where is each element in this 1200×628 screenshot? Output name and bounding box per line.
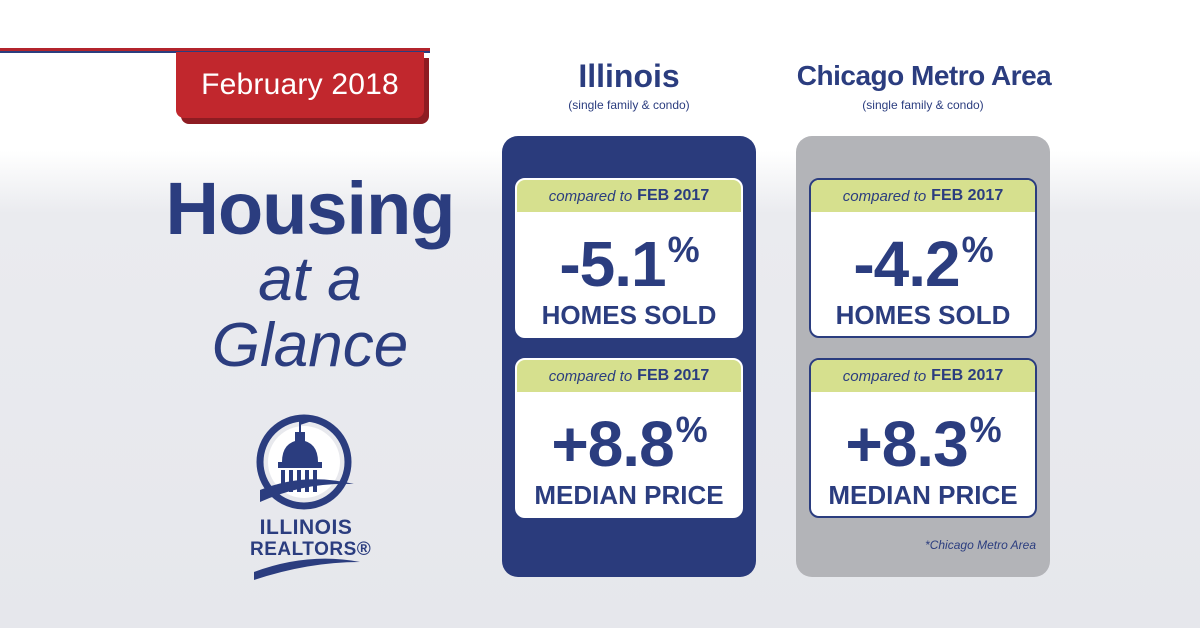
illinois-realtors-logo-icon xyxy=(254,414,360,580)
comparison-banner: compared to FEB 2017 xyxy=(517,180,741,212)
comparison-prefix: compared to xyxy=(842,187,927,205)
chicago-panel: compared to FEB 2017 -4.2% HOMES SOLD co… xyxy=(796,136,1050,577)
comparison-period: FEB 2017 xyxy=(931,367,1004,384)
region-subtitle-chicago: (single family & condo) xyxy=(862,98,984,112)
region-title-chicago: Chicago Metro Area xyxy=(796,60,1052,91)
month-tab: February 2018 xyxy=(176,52,424,118)
metric-label: MEDIAN PRICE xyxy=(534,480,724,510)
illinois-homes-sold-card: compared to FEB 2017 -5.1% HOMES SOLD xyxy=(515,178,743,338)
hero-line-glance: Glance xyxy=(211,311,409,380)
chicago-footnote: *Chicago Metro Area xyxy=(925,538,1036,552)
change-value: -4.2% xyxy=(811,218,1035,296)
percent-sign: % xyxy=(667,229,700,270)
logo-text-illinois: ILLINOIS xyxy=(259,516,353,539)
metric-label: HOMES SOLD xyxy=(835,300,1011,330)
region-subtitle-illinois: (single family & condo) xyxy=(568,98,690,112)
change-number: +8.3 xyxy=(845,408,968,480)
comparison-banner: compared to FEB 2017 xyxy=(517,360,741,392)
comparison-period: FEB 2017 xyxy=(931,187,1004,204)
change-number: +8.8 xyxy=(551,408,674,480)
illinois-median-price-card: compared to FEB 2017 +8.8% MEDIAN PRICE xyxy=(515,358,743,518)
percent-sign: % xyxy=(675,409,708,450)
percent-sign: % xyxy=(961,229,994,270)
metric-label: MEDIAN PRICE xyxy=(828,480,1018,510)
top-rule-red xyxy=(0,48,430,51)
change-value: +8.3% xyxy=(811,398,1035,476)
comparison-period: FEB 2017 xyxy=(637,367,710,384)
metric-label: HOMES SOLD xyxy=(541,300,717,330)
month-label: February 2018 xyxy=(201,68,399,101)
percent-sign: % xyxy=(969,409,1002,450)
hero-line-housing: Housing xyxy=(165,167,456,250)
comparison-banner: compared to FEB 2017 xyxy=(811,360,1035,392)
change-value: -5.1% xyxy=(517,218,741,296)
hero-title: Housing at a Glance xyxy=(130,170,490,380)
comparison-prefix: compared to xyxy=(842,367,927,385)
region-title-illinois: Illinois xyxy=(578,58,680,94)
comparison-prefix: compared to xyxy=(548,187,633,205)
change-number: -5.1 xyxy=(559,228,666,300)
comparison-prefix: compared to xyxy=(548,367,633,385)
hero-line-at-a: at a xyxy=(258,245,362,314)
comparison-banner: compared to FEB 2017 xyxy=(811,180,1035,212)
chicago-homes-sold-card: compared to FEB 2017 -4.2% HOMES SOLD xyxy=(809,178,1037,338)
change-number: -4.2 xyxy=(853,228,960,300)
comparison-period: FEB 2017 xyxy=(637,187,710,204)
change-value: +8.8% xyxy=(517,398,741,476)
chicago-median-price-card: compared to FEB 2017 +8.3% MEDIAN PRICE xyxy=(809,358,1037,518)
illinois-panel: compared to FEB 2017 -5.1% HOMES SOLD co… xyxy=(502,136,756,577)
logo-text-realtors: REALTORS® xyxy=(250,539,372,560)
